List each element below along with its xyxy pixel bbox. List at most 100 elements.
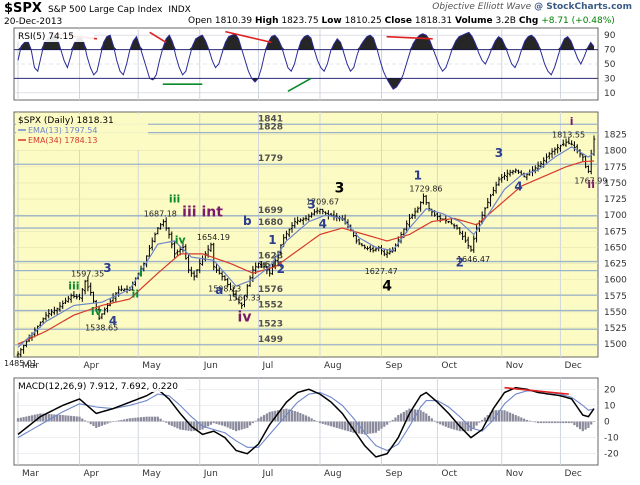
macd-histogram-bar	[425, 413, 428, 422]
price-bar	[232, 286, 235, 297]
wave-label: 4	[319, 217, 327, 231]
rsi-tick-label: 70	[604, 46, 616, 56]
price-bar	[234, 289, 238, 301]
macd-histogram-bar	[313, 419, 316, 422]
wave-label: iii	[68, 279, 79, 292]
macd-tick-label: 10	[604, 401, 616, 411]
price-bar	[556, 144, 559, 154]
price-bar	[455, 224, 459, 230]
price-bar	[360, 242, 364, 247]
price-tick-label: 1750	[604, 179, 627, 189]
macd-histogram-bar	[360, 421, 364, 434]
x-tick-label-macd: Oct	[441, 469, 457, 479]
fib-level-label: 1552	[258, 301, 283, 311]
macd-histogram-bar	[251, 421, 254, 424]
wave-label: i	[139, 266, 143, 279]
price-bar	[363, 244, 367, 250]
macd-histogram-bar	[30, 415, 34, 422]
macd-histogram-bar	[44, 413, 48, 422]
price-value-label: 1485.01	[4, 359, 37, 368]
price-tick-label: 1775	[604, 163, 627, 173]
macd-histogram-bar	[276, 410, 280, 422]
macd-histogram-bar	[536, 421, 540, 424]
macd-histogram-bar	[131, 418, 134, 422]
price-bar	[89, 282, 92, 296]
macd-histogram-bar	[573, 421, 576, 426]
volume-value: 3.2B	[495, 16, 516, 26]
macd-histogram-bar	[341, 421, 344, 430]
price-bar	[564, 138, 568, 147]
macd-histogram-bar	[352, 421, 355, 433]
macd-histogram-bar	[293, 411, 296, 422]
macd-histogram-bar	[75, 416, 78, 422]
macd-histogram-bar	[559, 421, 562, 424]
macd-histogram-bar	[162, 420, 165, 422]
price-bar	[148, 244, 151, 259]
price-bar	[307, 213, 311, 221]
wave-label: 3	[103, 261, 111, 275]
price-bar	[44, 311, 48, 321]
macd-histogram-bar	[33, 414, 36, 422]
macd-histogram-bar	[81, 418, 84, 422]
price-value-label: 1654.19	[197, 233, 230, 242]
price-bar	[447, 220, 450, 224]
macd-histogram-bar	[489, 412, 492, 422]
price-bar	[237, 297, 241, 305]
macd-histogram-bar	[534, 421, 537, 423]
price-bar	[525, 173, 529, 181]
price-bar	[514, 168, 518, 174]
price-bar	[97, 305, 101, 320]
price-bar	[78, 293, 81, 301]
macd-histogram-bar	[509, 412, 512, 422]
macd-histogram-bar	[61, 415, 64, 422]
macd-histogram-bar	[500, 410, 503, 422]
macd-histogram-bar	[330, 421, 333, 427]
price-bar	[422, 193, 425, 205]
macd-histogram-bar	[106, 421, 109, 424]
rsi-overbought-fill	[18, 32, 594, 50]
macd-histogram-bar	[327, 421, 330, 426]
macd-histogram-bar	[363, 421, 366, 435]
macd-tick-label: 0	[604, 418, 610, 428]
exchange: INDX	[168, 5, 191, 15]
price-bar	[561, 139, 565, 147]
price-bar	[310, 212, 313, 218]
macd-tick-label: 20	[604, 385, 616, 395]
price-bar	[268, 265, 271, 277]
price-bar	[464, 231, 467, 243]
macd-histogram-bar	[165, 421, 168, 423]
macd-histogram-bar	[447, 421, 450, 428]
x-tick-label-macd: Apr	[84, 469, 100, 479]
macd-histogram-bar	[176, 421, 179, 429]
macd-histogram-bar	[321, 421, 324, 424]
price-bar	[296, 216, 299, 225]
ema34-line	[17, 160, 595, 345]
macd-histogram-bar	[511, 413, 515, 422]
macd-histogram-bar	[542, 421, 545, 424]
macd-histogram-bar	[564, 421, 568, 424]
open-label: Open	[188, 16, 213, 26]
macd-histogram-bar	[103, 421, 106, 425]
macd-histogram-bar	[193, 421, 196, 431]
ohlc-readout: Open 1810.39 High 1823.75 Low 1810.25 Cl…	[188, 16, 615, 26]
macd-histogram-bar	[467, 421, 470, 432]
price-bar	[578, 149, 582, 158]
rsi-title: RSI(5) 74.15	[18, 32, 74, 42]
macd-histogram-bar	[570, 421, 573, 424]
macd-histogram-bar	[56, 414, 59, 422]
macd-histogram-bar	[433, 420, 436, 422]
macd-histogram-bar	[318, 421, 322, 424]
price-value-label: 1767.99	[574, 176, 607, 185]
price-bar	[483, 207, 487, 218]
price-bar	[215, 263, 218, 273]
price-bar	[584, 156, 587, 169]
price-bar	[243, 294, 246, 308]
price-bar	[229, 282, 232, 291]
wave-label: i	[570, 115, 574, 128]
macd-histogram-bar	[86, 421, 90, 423]
macd-histogram-bar	[478, 421, 481, 423]
price-bar	[458, 227, 462, 235]
x-tick-label-price: Sep	[385, 361, 402, 371]
macd-histogram-bar	[296, 411, 299, 422]
macd-histogram-bar	[53, 414, 56, 422]
